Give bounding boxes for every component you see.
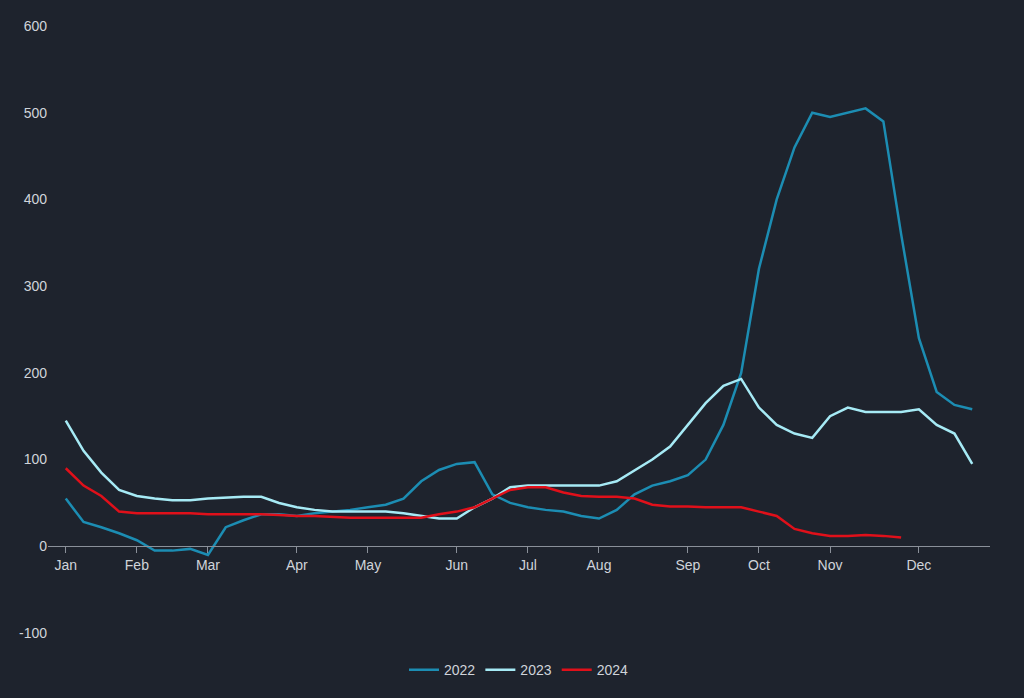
svg-text:2024: 2024 (597, 662, 628, 678)
svg-text:500: 500 (24, 105, 48, 121)
svg-text:200: 200 (24, 365, 48, 381)
svg-text:Aug: Aug (587, 557, 612, 573)
svg-text:Feb: Feb (125, 557, 149, 573)
svg-text:300: 300 (24, 278, 48, 294)
svg-text:100: 100 (24, 451, 48, 467)
svg-text:Dec: Dec (906, 557, 931, 573)
svg-text:Jun: Jun (446, 557, 469, 573)
svg-text:2022: 2022 (444, 662, 475, 678)
svg-text:Jul: Jul (519, 557, 537, 573)
svg-text:-100: -100 (19, 625, 47, 641)
svg-text:Jan: Jan (54, 557, 77, 573)
svg-text:Apr: Apr (286, 557, 308, 573)
svg-text:Sep: Sep (675, 557, 700, 573)
svg-text:Oct: Oct (748, 557, 770, 573)
svg-text:0: 0 (39, 538, 47, 554)
svg-text:May: May (355, 557, 381, 573)
svg-text:2023: 2023 (520, 662, 551, 678)
svg-text:400: 400 (24, 191, 48, 207)
svg-text:Mar: Mar (196, 557, 220, 573)
svg-text:Nov: Nov (818, 557, 843, 573)
svg-text:600: 600 (24, 18, 48, 34)
